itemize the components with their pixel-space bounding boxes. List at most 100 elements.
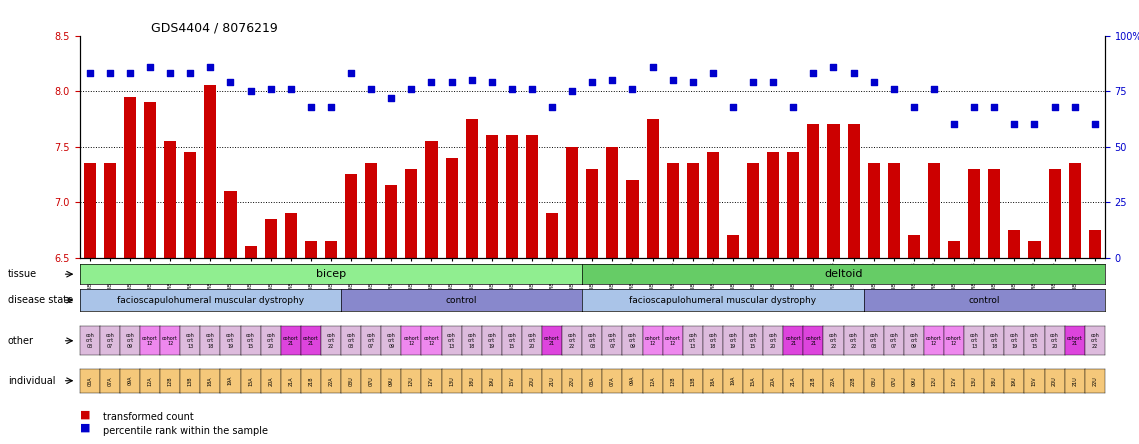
Text: 18U: 18U bbox=[992, 376, 997, 385]
Point bbox=[502, 85, 521, 92]
Point bbox=[281, 85, 300, 92]
Point bbox=[262, 85, 280, 92]
Bar bbox=[305, 241, 317, 444]
Text: coh
ort
13: coh ort 13 bbox=[448, 333, 456, 349]
Text: coh
ort
18: coh ort 18 bbox=[708, 333, 718, 349]
Text: 03U: 03U bbox=[871, 376, 876, 385]
Bar bbox=[808, 124, 819, 444]
Text: 21B: 21B bbox=[309, 376, 313, 385]
Bar bbox=[647, 119, 658, 444]
Point bbox=[804, 70, 822, 77]
Text: control: control bbox=[968, 296, 1000, 305]
Text: 21B: 21B bbox=[811, 376, 816, 385]
Text: 07U: 07U bbox=[892, 376, 896, 385]
Bar bbox=[345, 174, 358, 444]
Text: deltoid: deltoid bbox=[825, 269, 862, 279]
Point bbox=[362, 85, 380, 92]
Text: 12V: 12V bbox=[429, 376, 434, 385]
Text: coh
ort
07: coh ort 07 bbox=[608, 333, 616, 349]
Bar bbox=[928, 163, 940, 444]
Text: 09A: 09A bbox=[128, 376, 132, 385]
Text: coh
ort
09: coh ort 09 bbox=[125, 333, 134, 349]
Text: cohort
12: cohort 12 bbox=[162, 336, 178, 346]
Bar bbox=[466, 119, 477, 444]
Point bbox=[985, 103, 1003, 110]
Bar bbox=[546, 213, 558, 444]
Point bbox=[402, 85, 420, 92]
Point bbox=[241, 87, 260, 95]
Text: 22A: 22A bbox=[831, 376, 836, 385]
Text: 18A: 18A bbox=[208, 376, 213, 385]
Text: tissue: tissue bbox=[8, 269, 38, 279]
Text: 09U: 09U bbox=[388, 376, 394, 385]
Bar bbox=[1008, 230, 1021, 444]
Text: 20A: 20A bbox=[268, 376, 273, 385]
Text: coh
ort
03: coh ort 03 bbox=[588, 333, 597, 349]
Bar bbox=[1049, 169, 1060, 444]
Text: cohort
21: cohort 21 bbox=[544, 336, 560, 346]
Bar bbox=[887, 163, 900, 444]
Text: coh
ort
09: coh ort 09 bbox=[910, 333, 918, 349]
Bar bbox=[847, 124, 860, 444]
Bar bbox=[164, 141, 177, 444]
Point bbox=[322, 103, 341, 110]
Text: coh
ort
19: coh ort 19 bbox=[729, 333, 737, 349]
Bar bbox=[606, 147, 618, 444]
Point bbox=[543, 103, 562, 110]
Point bbox=[563, 87, 581, 95]
Text: GDS4404 / 8076219: GDS4404 / 8076219 bbox=[151, 21, 278, 34]
Text: 03U: 03U bbox=[349, 376, 353, 385]
Text: cohort
21: cohort 21 bbox=[303, 336, 319, 346]
Point bbox=[161, 70, 179, 77]
Point bbox=[764, 79, 782, 86]
Bar bbox=[968, 169, 981, 444]
Text: 15V: 15V bbox=[1032, 376, 1036, 385]
Point bbox=[523, 85, 541, 92]
Point bbox=[683, 79, 702, 86]
Bar bbox=[385, 185, 398, 444]
Bar bbox=[204, 85, 216, 444]
Bar bbox=[224, 191, 237, 444]
Text: cohort
21: cohort 21 bbox=[805, 336, 821, 346]
Point bbox=[121, 70, 139, 77]
Point bbox=[583, 79, 601, 86]
Text: 12U: 12U bbox=[932, 376, 936, 385]
Text: cohort
12: cohort 12 bbox=[142, 336, 158, 346]
Point bbox=[1085, 121, 1104, 128]
Text: 07U: 07U bbox=[369, 376, 374, 385]
Text: other: other bbox=[8, 336, 34, 346]
Text: 21U: 21U bbox=[550, 376, 555, 385]
Text: coh
ort
15: coh ort 15 bbox=[508, 333, 516, 349]
Bar bbox=[868, 163, 879, 444]
Text: 13B: 13B bbox=[690, 376, 695, 385]
Point bbox=[1006, 121, 1024, 128]
Point bbox=[1066, 103, 1084, 110]
Text: coh
ort
22: coh ort 22 bbox=[829, 333, 838, 349]
Text: disease state: disease state bbox=[8, 295, 73, 305]
Text: 21A: 21A bbox=[288, 376, 293, 385]
Text: 03A: 03A bbox=[88, 376, 92, 385]
Text: cohort
12: cohort 12 bbox=[645, 336, 661, 346]
Text: 12U: 12U bbox=[409, 376, 413, 385]
Text: coh
ort
03: coh ort 03 bbox=[85, 333, 95, 349]
Text: ■: ■ bbox=[80, 423, 90, 433]
Text: coh
ort
07: coh ort 07 bbox=[367, 333, 376, 349]
Bar bbox=[566, 147, 579, 444]
Text: coh
ort
13: coh ort 13 bbox=[186, 333, 195, 349]
Text: coh
ort
18: coh ort 18 bbox=[467, 333, 476, 349]
Text: 22B: 22B bbox=[851, 376, 857, 385]
Bar bbox=[747, 163, 759, 444]
Point bbox=[865, 79, 883, 86]
Point bbox=[965, 103, 983, 110]
Text: control: control bbox=[445, 296, 477, 305]
Bar bbox=[485, 135, 498, 444]
Bar bbox=[526, 135, 538, 444]
Text: coh
ort
20: coh ort 20 bbox=[1050, 333, 1059, 349]
Bar bbox=[1089, 230, 1100, 444]
Bar bbox=[768, 152, 779, 444]
Text: coh
ort
09: coh ort 09 bbox=[628, 333, 637, 349]
Text: 19A: 19A bbox=[228, 376, 233, 385]
Text: coh
ort
03: coh ort 03 bbox=[869, 333, 878, 349]
Text: 07A: 07A bbox=[107, 376, 113, 385]
Text: ■: ■ bbox=[80, 409, 90, 420]
